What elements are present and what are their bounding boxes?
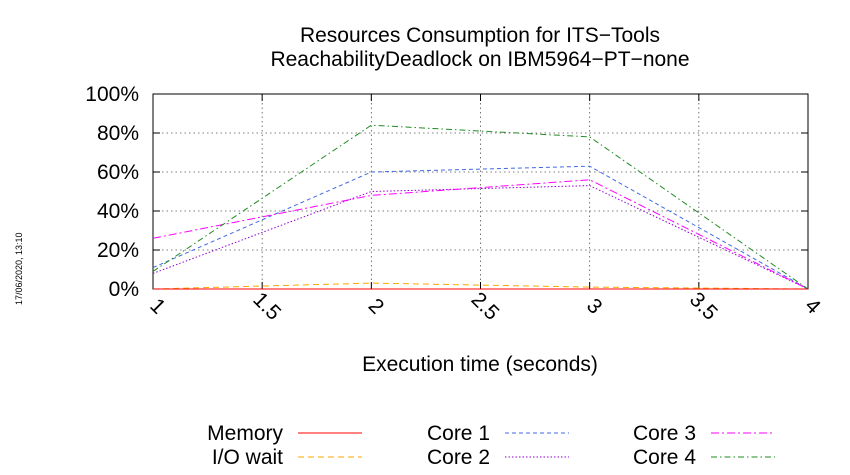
y-tick-label: 40% xyxy=(97,200,139,223)
x-axis-label: Execution time (seconds) xyxy=(362,353,598,376)
series-line-core-3 xyxy=(152,179,809,290)
x-tick-label: 1 xyxy=(145,294,170,319)
legend-label-core-1: Core 1 xyxy=(427,422,490,445)
x-tick-label: 3 xyxy=(582,294,607,319)
legend-label-core-2: Core 2 xyxy=(427,446,490,469)
legend-label-i-o-wait: I/O wait xyxy=(212,446,283,469)
series-line-core-4 xyxy=(152,124,809,290)
plot-frame xyxy=(152,93,809,290)
y-tick-label: 80% xyxy=(97,122,139,145)
legend-label-memory: Memory xyxy=(207,422,283,445)
chart-title-line-1: Resources Consumption for ITS−Tools xyxy=(300,24,660,47)
legend-label-core-3: Core 3 xyxy=(633,422,696,445)
y-tick-label: 60% xyxy=(97,161,139,184)
timestamp: 17/06/2020, 13:10 xyxy=(14,232,24,305)
y-tick-label: 20% xyxy=(97,239,139,262)
series-lines xyxy=(152,124,809,290)
series-line-i-o-wait xyxy=(152,282,809,290)
x-tick-label: 2.5 xyxy=(467,288,504,325)
x-tick-label: 1.5 xyxy=(248,288,285,325)
legend-label-core-4: Core 4 xyxy=(633,446,696,469)
x-tick-label: 3.5 xyxy=(685,288,722,325)
series-line-core-1 xyxy=(152,165,809,290)
chart-title-line-2: ReachabilityDeadlock on IBM5964−PT−none xyxy=(270,48,689,71)
y-tick-label: 0% xyxy=(109,278,139,301)
grid xyxy=(153,94,808,289)
y-tick-label: 100% xyxy=(85,83,139,106)
x-tick-label: 2 xyxy=(364,294,389,319)
series-line-core-2 xyxy=(152,185,809,290)
x-tick-label: 4 xyxy=(800,294,825,319)
